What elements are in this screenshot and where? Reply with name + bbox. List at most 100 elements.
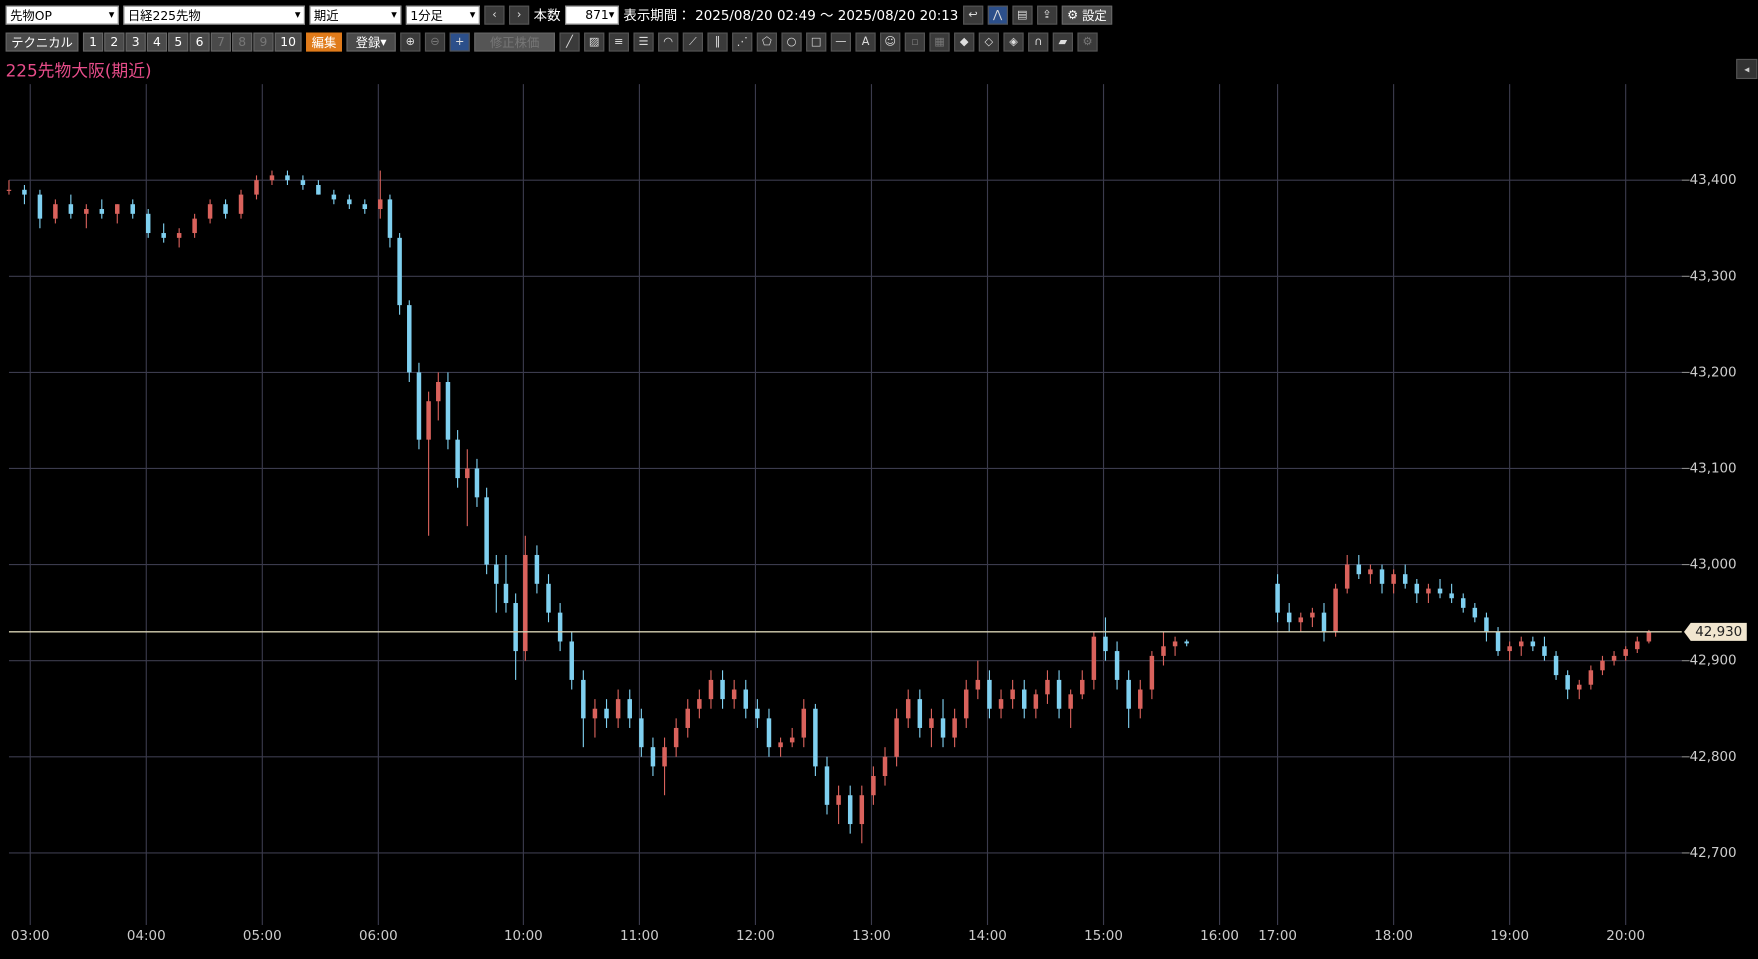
draw-tool[interactable]: ▫	[904, 32, 925, 52]
number-button[interactable]: 8	[232, 32, 253, 52]
candle-body	[161, 233, 166, 238]
bar-count-label: 本数	[533, 7, 561, 24]
y-tick-label: 43,200	[1690, 365, 1737, 380]
number-button[interactable]: 3	[125, 32, 146, 52]
candle-body	[1172, 641, 1178, 647]
draw-tool[interactable]: ‖	[707, 32, 728, 52]
symbol-select[interactable]: 日経225先物	[123, 5, 305, 25]
candle-body	[130, 204, 135, 214]
edit-button[interactable]: 編集	[306, 32, 342, 52]
draw-tool[interactable]: A	[855, 32, 876, 52]
draw-tool[interactable]: ⟋	[682, 32, 703, 52]
x-tick-label: 12:00	[736, 929, 775, 944]
number-button[interactable]: 4	[146, 32, 168, 52]
print-button[interactable]: ▤	[1012, 5, 1033, 25]
technical-button[interactable]: テクニカル	[5, 32, 79, 52]
draw-tool[interactable]: ◈	[1003, 32, 1024, 52]
candle-body	[1460, 598, 1466, 608]
register-button[interactable]: 登録 ▾	[346, 32, 396, 52]
candle-body	[1646, 631, 1652, 642]
candle-body	[1321, 612, 1327, 632]
draw-tool[interactable]: ◠	[658, 32, 679, 52]
candle-body	[894, 718, 899, 757]
y-tick-label: 42,900	[1690, 654, 1737, 669]
adjusted-price-button[interactable]: 修正株価	[474, 32, 555, 52]
candle-body	[1507, 646, 1512, 652]
candle-body	[708, 679, 714, 700]
interval-select[interactable]: 1分足	[405, 5, 480, 25]
number-button[interactable]: 2	[104, 32, 125, 52]
draw-tool[interactable]: ≡	[608, 32, 629, 52]
candle-body	[503, 583, 509, 604]
crosshair-button[interactable]: +	[449, 32, 470, 52]
x-tick-label: 19:00	[1490, 929, 1529, 944]
draw-tool[interactable]: ⚙	[1077, 32, 1098, 52]
candle-body	[436, 381, 441, 402]
draw-tool[interactable]: ◆	[954, 32, 975, 52]
candle-body	[836, 795, 841, 805]
candle-body	[445, 381, 451, 440]
candle-body	[1298, 617, 1304, 623]
candle-body	[145, 213, 151, 234]
candle-body	[1553, 655, 1559, 676]
x-tick-label: 05:00	[243, 929, 282, 944]
draw-tool[interactable]: ○	[781, 32, 802, 52]
candle-body	[882, 756, 888, 777]
candle-body	[331, 194, 337, 200]
candle-body	[650, 747, 656, 767]
draw-tool[interactable]: □	[806, 32, 827, 52]
candle-body	[557, 612, 563, 642]
undo-button[interactable]: ↩	[962, 5, 984, 25]
market-select[interactable]: 先物OP	[5, 5, 119, 25]
draw-tool[interactable]: ◇	[978, 32, 999, 52]
number-button[interactable]: 6	[189, 32, 210, 52]
x-tick-label: 04:00	[127, 929, 166, 944]
y-tick-label: 42,800	[1690, 750, 1737, 765]
number-button[interactable]: 9	[253, 32, 274, 52]
candle-body	[1600, 660, 1605, 671]
collapse-button[interactable]	[1736, 58, 1758, 80]
chart-button[interactable]: ⋀	[987, 5, 1008, 25]
number-button[interactable]: 10	[274, 32, 302, 52]
candle-body	[824, 766, 830, 805]
draw-tool[interactable]: ☰	[633, 32, 654, 52]
draw-tool[interactable]: ⋰	[732, 32, 753, 52]
number-button[interactable]: 1	[82, 32, 104, 52]
interval: 1分足	[410, 8, 443, 23]
candle-body	[1091, 636, 1097, 680]
candle-body	[1577, 684, 1582, 690]
candle-body	[426, 401, 431, 440]
export-button[interactable]: ⇪	[1036, 5, 1058, 25]
candle-body	[474, 468, 480, 498]
draw-tool[interactable]: ☺	[880, 32, 901, 52]
candle-body	[1356, 564, 1362, 575]
prev-button[interactable]: ‹	[484, 5, 505, 25]
candle-body	[68, 204, 74, 214]
draw-tool[interactable]: —	[830, 32, 851, 52]
x-tick-label: 14:00	[968, 929, 1007, 944]
candle-body	[813, 708, 818, 767]
draw-tool[interactable]: ▰	[1052, 32, 1073, 52]
draw-tool[interactable]: ▦	[929, 32, 950, 52]
contract: 期近	[313, 8, 339, 23]
candle-body	[859, 795, 865, 825]
next-button[interactable]: ›	[509, 5, 530, 25]
last-price-tag	[1683, 622, 1747, 641]
draw-tool[interactable]: ╱	[559, 32, 580, 52]
candle-body	[84, 209, 89, 214]
y-tick-label: 43,300	[1690, 269, 1737, 284]
draw-tool[interactable]: ∩	[1028, 32, 1049, 52]
candle-body	[1611, 655, 1617, 661]
zoom-out-button[interactable]: ⊖	[424, 32, 446, 52]
number-button[interactable]: 7	[210, 32, 231, 52]
draw-tool[interactable]: ▨	[584, 32, 605, 52]
settings-button[interactable]: ⚙ 設定	[1061, 5, 1113, 25]
candle-body	[987, 679, 992, 709]
number-button[interactable]: 5	[168, 32, 189, 52]
bar-count-input[interactable]: 871	[565, 5, 619, 25]
contract-select[interactable]: 期近	[309, 5, 402, 25]
candle-body	[963, 689, 969, 719]
draw-tool[interactable]: ⬠	[756, 32, 777, 52]
zoom-in-button[interactable]: ⊕	[400, 32, 421, 52]
